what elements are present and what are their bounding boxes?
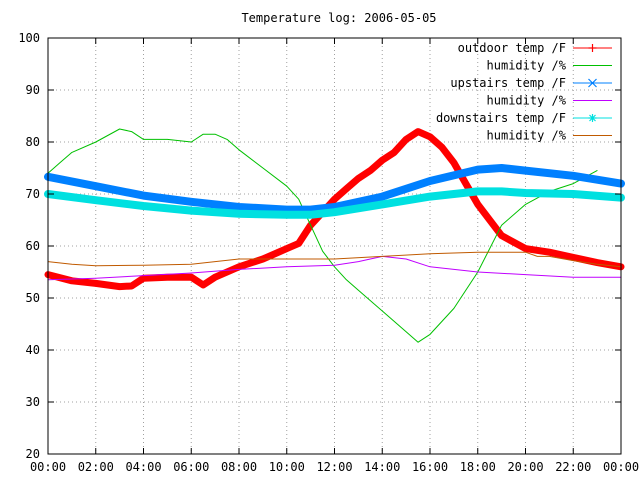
x-tick-label: 10:00 xyxy=(269,460,305,474)
y-tick-label: 90 xyxy=(26,83,40,97)
x-tick-label: 12:00 xyxy=(316,460,352,474)
chart-title: Temperature log: 2006-05-05 xyxy=(241,11,436,25)
series-line-3 xyxy=(44,164,625,214)
x-tick-label: 14:00 xyxy=(364,460,400,474)
legend-marker xyxy=(588,44,597,52)
y-tick-label: 50 xyxy=(26,291,40,305)
x-tick-label: 00:00 xyxy=(603,460,639,474)
legend-label: humidity /% xyxy=(487,129,567,143)
legend-label: outdoor temp /F xyxy=(458,41,566,55)
legend: outdoor temp /F humidity /% upstairs temp … xyxy=(436,41,612,143)
x-tick-label: 16:00 xyxy=(412,460,448,474)
legend-label: upstairs temp /F xyxy=(450,76,566,90)
series-line-5 xyxy=(44,187,625,219)
legend-label: downstairs temp /F xyxy=(436,111,566,125)
x-tick-label: 20:00 xyxy=(507,460,543,474)
y-tick-label: 70 xyxy=(26,187,40,201)
series-layer xyxy=(44,128,625,343)
series-line-1 xyxy=(44,128,625,291)
x-tick-label: 02:00 xyxy=(78,460,114,474)
y-tick-label: 100 xyxy=(18,31,40,45)
series-line-6 xyxy=(47,251,622,268)
x-tick-label: 04:00 xyxy=(125,460,161,474)
y-tick-label: 30 xyxy=(26,395,40,409)
x-tick-label: 08:00 xyxy=(221,460,257,474)
x-tick-label: 06:00 xyxy=(173,460,209,474)
y-tick-label: 80 xyxy=(26,135,40,149)
y-tick-label: 40 xyxy=(26,343,40,357)
x-tick-label: 00:00 xyxy=(30,460,66,474)
y-tick-label: 20 xyxy=(26,447,40,461)
legend-marker xyxy=(588,78,597,88)
legend-label: humidity /% xyxy=(487,59,567,73)
x-tick-label: 22:00 xyxy=(555,460,591,474)
axes: 20 30 40 50 60 70 80 90 100 00:00 02:00 04:00 06:00 0… xyxy=(18,31,639,474)
series-line-4 xyxy=(47,255,622,281)
x-tick-label: 18:00 xyxy=(460,460,496,474)
legend-marker xyxy=(588,114,597,122)
y-tick-label: 60 xyxy=(26,239,40,253)
legend-label: humidity /% xyxy=(487,94,567,108)
